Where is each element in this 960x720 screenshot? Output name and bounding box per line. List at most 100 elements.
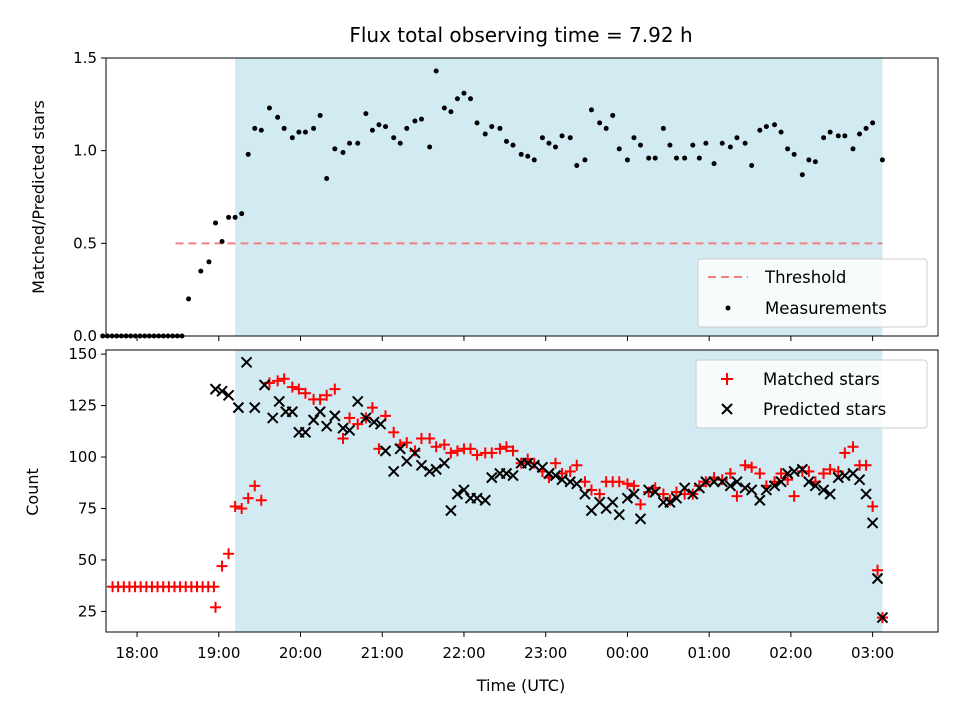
matched-star-point	[657, 488, 669, 500]
predicted-star-point	[360, 412, 372, 424]
matched-star-point	[494, 443, 506, 455]
predicted-star-point	[507, 469, 519, 482]
predicted-star-point	[670, 492, 683, 504]
matched-star-point	[430, 441, 442, 453]
predicted-star-point	[642, 484, 655, 496]
bottom-y-tick-label: 100	[68, 448, 97, 466]
predicted-star-point	[216, 385, 228, 397]
measurement-point	[734, 135, 740, 141]
predicted-stars-points	[209, 356, 889, 624]
matched-star-point	[314, 393, 326, 405]
predicted-star-point	[803, 476, 815, 488]
measurement-point	[772, 122, 778, 128]
measurement-point	[531, 157, 537, 163]
matched-star-point	[286, 381, 298, 393]
bottom-x-tick-label: 01:00	[688, 644, 731, 662]
matched-star-point	[746, 461, 758, 473]
measurement-point	[239, 211, 245, 217]
measurement-point	[682, 155, 688, 161]
matched-star-point	[366, 402, 378, 414]
predicted-star-point	[522, 457, 534, 469]
measurement-point	[252, 125, 258, 131]
bottom-y-tick-label: 25	[78, 602, 97, 620]
matched-star-point	[867, 500, 879, 512]
bottom-y-ticks: 25 50 75 100 125 150	[68, 345, 106, 620]
measurement-point	[347, 140, 353, 146]
matched-star-point	[424, 433, 436, 445]
predicted-star-point	[409, 447, 421, 459]
matched-star-point	[839, 447, 851, 459]
predicted-star-point	[621, 492, 634, 504]
matched-star-point	[272, 375, 284, 387]
predicted-star-point	[430, 463, 442, 476]
measurement-point	[245, 151, 251, 157]
bottom-x-tick-label: 22:00	[442, 644, 485, 662]
measurement-point	[383, 124, 389, 130]
predicted-star-point	[479, 494, 491, 506]
predicted-star-point	[745, 484, 758, 496]
matched-star-point	[409, 445, 421, 457]
measurement-point	[582, 157, 588, 163]
matched-star-point	[329, 383, 341, 395]
measurement-point	[835, 133, 841, 139]
measurement-point	[821, 135, 827, 141]
measurement-point	[474, 120, 480, 126]
matched-star-point	[594, 488, 606, 500]
top-panel: 0.0 0.5 1.0 1.5 Matched/Predicted stars Thr…	[29, 49, 939, 345]
predicted-star-point	[678, 482, 691, 494]
top-y-ticks: 0.0 0.5 1.0 1.5	[73, 49, 106, 345]
top-legend: Threshold Measurements	[697, 258, 928, 328]
matched-star-point	[236, 502, 248, 514]
measurement-point	[757, 127, 763, 133]
measurement-point	[232, 214, 238, 220]
predicted-star-point	[415, 459, 428, 471]
measurement-point	[355, 140, 361, 146]
predicted-star-point	[299, 426, 312, 439]
predicted-star-point	[337, 422, 349, 434]
measurement-point	[646, 155, 652, 161]
predicted-star-point	[438, 457, 451, 469]
bottom-x-tick-label: 20:00	[279, 644, 322, 662]
matched-star-point	[438, 439, 450, 451]
predicted-star-point	[579, 488, 591, 500]
measurement-point	[391, 135, 397, 141]
predicted-star-point	[374, 418, 387, 430]
measurement-point	[468, 96, 474, 102]
measurement-point	[311, 125, 317, 131]
measurement-point	[296, 129, 302, 135]
matched-star-point	[388, 426, 400, 438]
matched-star-point	[716, 474, 728, 486]
measurement-point	[226, 214, 232, 220]
measurement-point	[690, 142, 696, 148]
predicted-star-point	[824, 488, 836, 500]
matched-star-point	[579, 476, 591, 488]
bottom-legend-box	[695, 359, 928, 429]
predicted-star-point	[708, 476, 720, 488]
measurement-point	[597, 120, 603, 126]
measurement-point	[258, 127, 264, 133]
bottom-y-tick-label: 125	[68, 397, 97, 415]
measurement-point	[275, 114, 281, 120]
measurement-point	[799, 172, 805, 178]
measurement-point	[624, 157, 630, 163]
predicted-star-point	[556, 473, 568, 486]
top-y-tick-label: 0.5	[73, 234, 97, 252]
measurement-point	[603, 125, 609, 131]
top-y-tick-label: 1.5	[73, 49, 97, 67]
measurement-point	[719, 140, 725, 146]
matched-star-point	[613, 476, 625, 488]
predicted-star-point	[209, 383, 222, 395]
measurement-point	[870, 120, 876, 126]
matched-star-point	[465, 443, 477, 455]
bottom-x-tick-label: 02:00	[769, 644, 812, 662]
matched-star-point	[860, 459, 872, 471]
measurement-point	[317, 112, 323, 118]
matched-star-point	[564, 465, 576, 477]
matched-star-point	[352, 418, 364, 430]
measurement-point	[461, 90, 467, 96]
measurement-point	[454, 96, 460, 102]
predicted-star-point	[222, 389, 235, 401]
predicted-star-point	[387, 465, 400, 478]
measurement-point	[412, 118, 418, 124]
predicted-star-point	[871, 572, 884, 585]
